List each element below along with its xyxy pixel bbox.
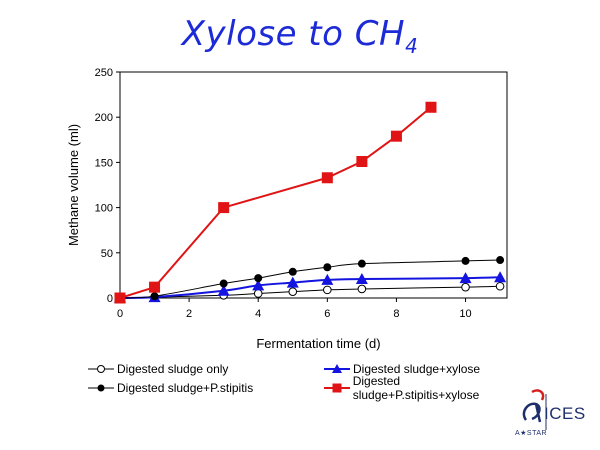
series-line-3 <box>119 106 432 299</box>
astar-logo-icon <box>522 389 547 430</box>
data-point-filled-circle <box>150 292 159 301</box>
data-point-open-circle <box>495 281 505 291</box>
data-point-square <box>218 202 230 214</box>
y-tick-label: 250 <box>95 67 113 79</box>
data-point-square <box>356 155 368 167</box>
data-point-filled-circle <box>357 259 366 268</box>
data-point-filled-circle <box>496 256 505 265</box>
astar-ices-logo: ICES A★STAR <box>514 386 586 442</box>
data-point-triangle <box>321 273 334 285</box>
x-tick-label: 6 <box>324 308 330 320</box>
data-point-open-circle <box>323 285 332 295</box>
y-tick-label: 150 <box>95 157 113 169</box>
plot-frame <box>119 71 508 299</box>
title-subscript: 4 <box>405 33 419 58</box>
data-point-triangle <box>286 276 299 288</box>
data-point-filled-circle <box>461 256 470 265</box>
logo-text: ICES <box>544 404 586 423</box>
legend-item-sludge-pstipitis-xylose: Digested sludge+P.stipitis+xylose <box>324 374 528 402</box>
x-tick-label: 4 <box>255 308 261 320</box>
data-point-open-circle <box>253 289 263 298</box>
data-point-open-circle <box>461 282 470 292</box>
data-point-triangle <box>355 273 368 285</box>
legend-marker-filled-circle-icon <box>88 384 114 392</box>
data-point-square <box>114 292 126 304</box>
data-point-filled-circle <box>288 267 297 276</box>
y-tick-label: 50 <box>101 248 113 260</box>
x-tick-label: 0 <box>117 308 123 320</box>
x-tick-label: 10 <box>459 308 471 320</box>
chart-legend: Digested sludge only Digested sludge+xyl… <box>88 357 528 402</box>
data-point-filled-circle <box>254 274 263 283</box>
y-tick-label: 100 <box>95 203 113 215</box>
data-point-filled-circle <box>323 263 332 272</box>
legend-item-sludge-xylose: Digested sludge+xylose <box>324 360 480 378</box>
legend-marker-square-icon <box>324 383 350 393</box>
y-axis-title: Methane volume (ml) <box>66 124 81 246</box>
data-point-square <box>390 130 402 142</box>
data-point-triangle <box>459 272 472 284</box>
data-point-triangle <box>217 284 230 296</box>
data-point-square <box>149 281 161 293</box>
legend-marker-triangle-icon <box>324 364 350 373</box>
data-point-open-circle <box>288 287 298 296</box>
data-point-square <box>425 101 437 113</box>
x-tick-label: 8 <box>393 308 399 320</box>
data-point-filled-circle <box>219 279 228 288</box>
legend-label: Digested sludge+P.stipitis+xylose <box>352 374 480 402</box>
slide-title: Xylose to CH4 <box>0 14 600 58</box>
data-point-square <box>321 172 333 184</box>
legend-marker-open-circle-icon <box>88 365 114 373</box>
legend-label: Digested sludge+xylose <box>353 362 481 376</box>
data-point-triangle <box>252 279 265 291</box>
legend-label: Digested sludge only <box>117 362 229 376</box>
data-point-triangle <box>494 271 507 283</box>
x-tick-label: 2 <box>186 308 192 320</box>
y-tick-label: 0 <box>107 293 113 305</box>
x-axis-title: Fermentation time (d) <box>256 336 380 351</box>
logo-subtext: A★STAR <box>514 430 548 437</box>
legend-item-sludge-pstipitis: Digested sludge+P.stipitis <box>88 379 253 397</box>
data-point-open-circle <box>357 284 367 294</box>
y-tick-label: 200 <box>95 112 113 124</box>
title-text: Xylose to CH <box>181 14 406 54</box>
legend-item-sludge-only: Digested sludge only <box>88 360 228 378</box>
legend-label: Digested sludge+P.stipitis <box>117 381 254 395</box>
